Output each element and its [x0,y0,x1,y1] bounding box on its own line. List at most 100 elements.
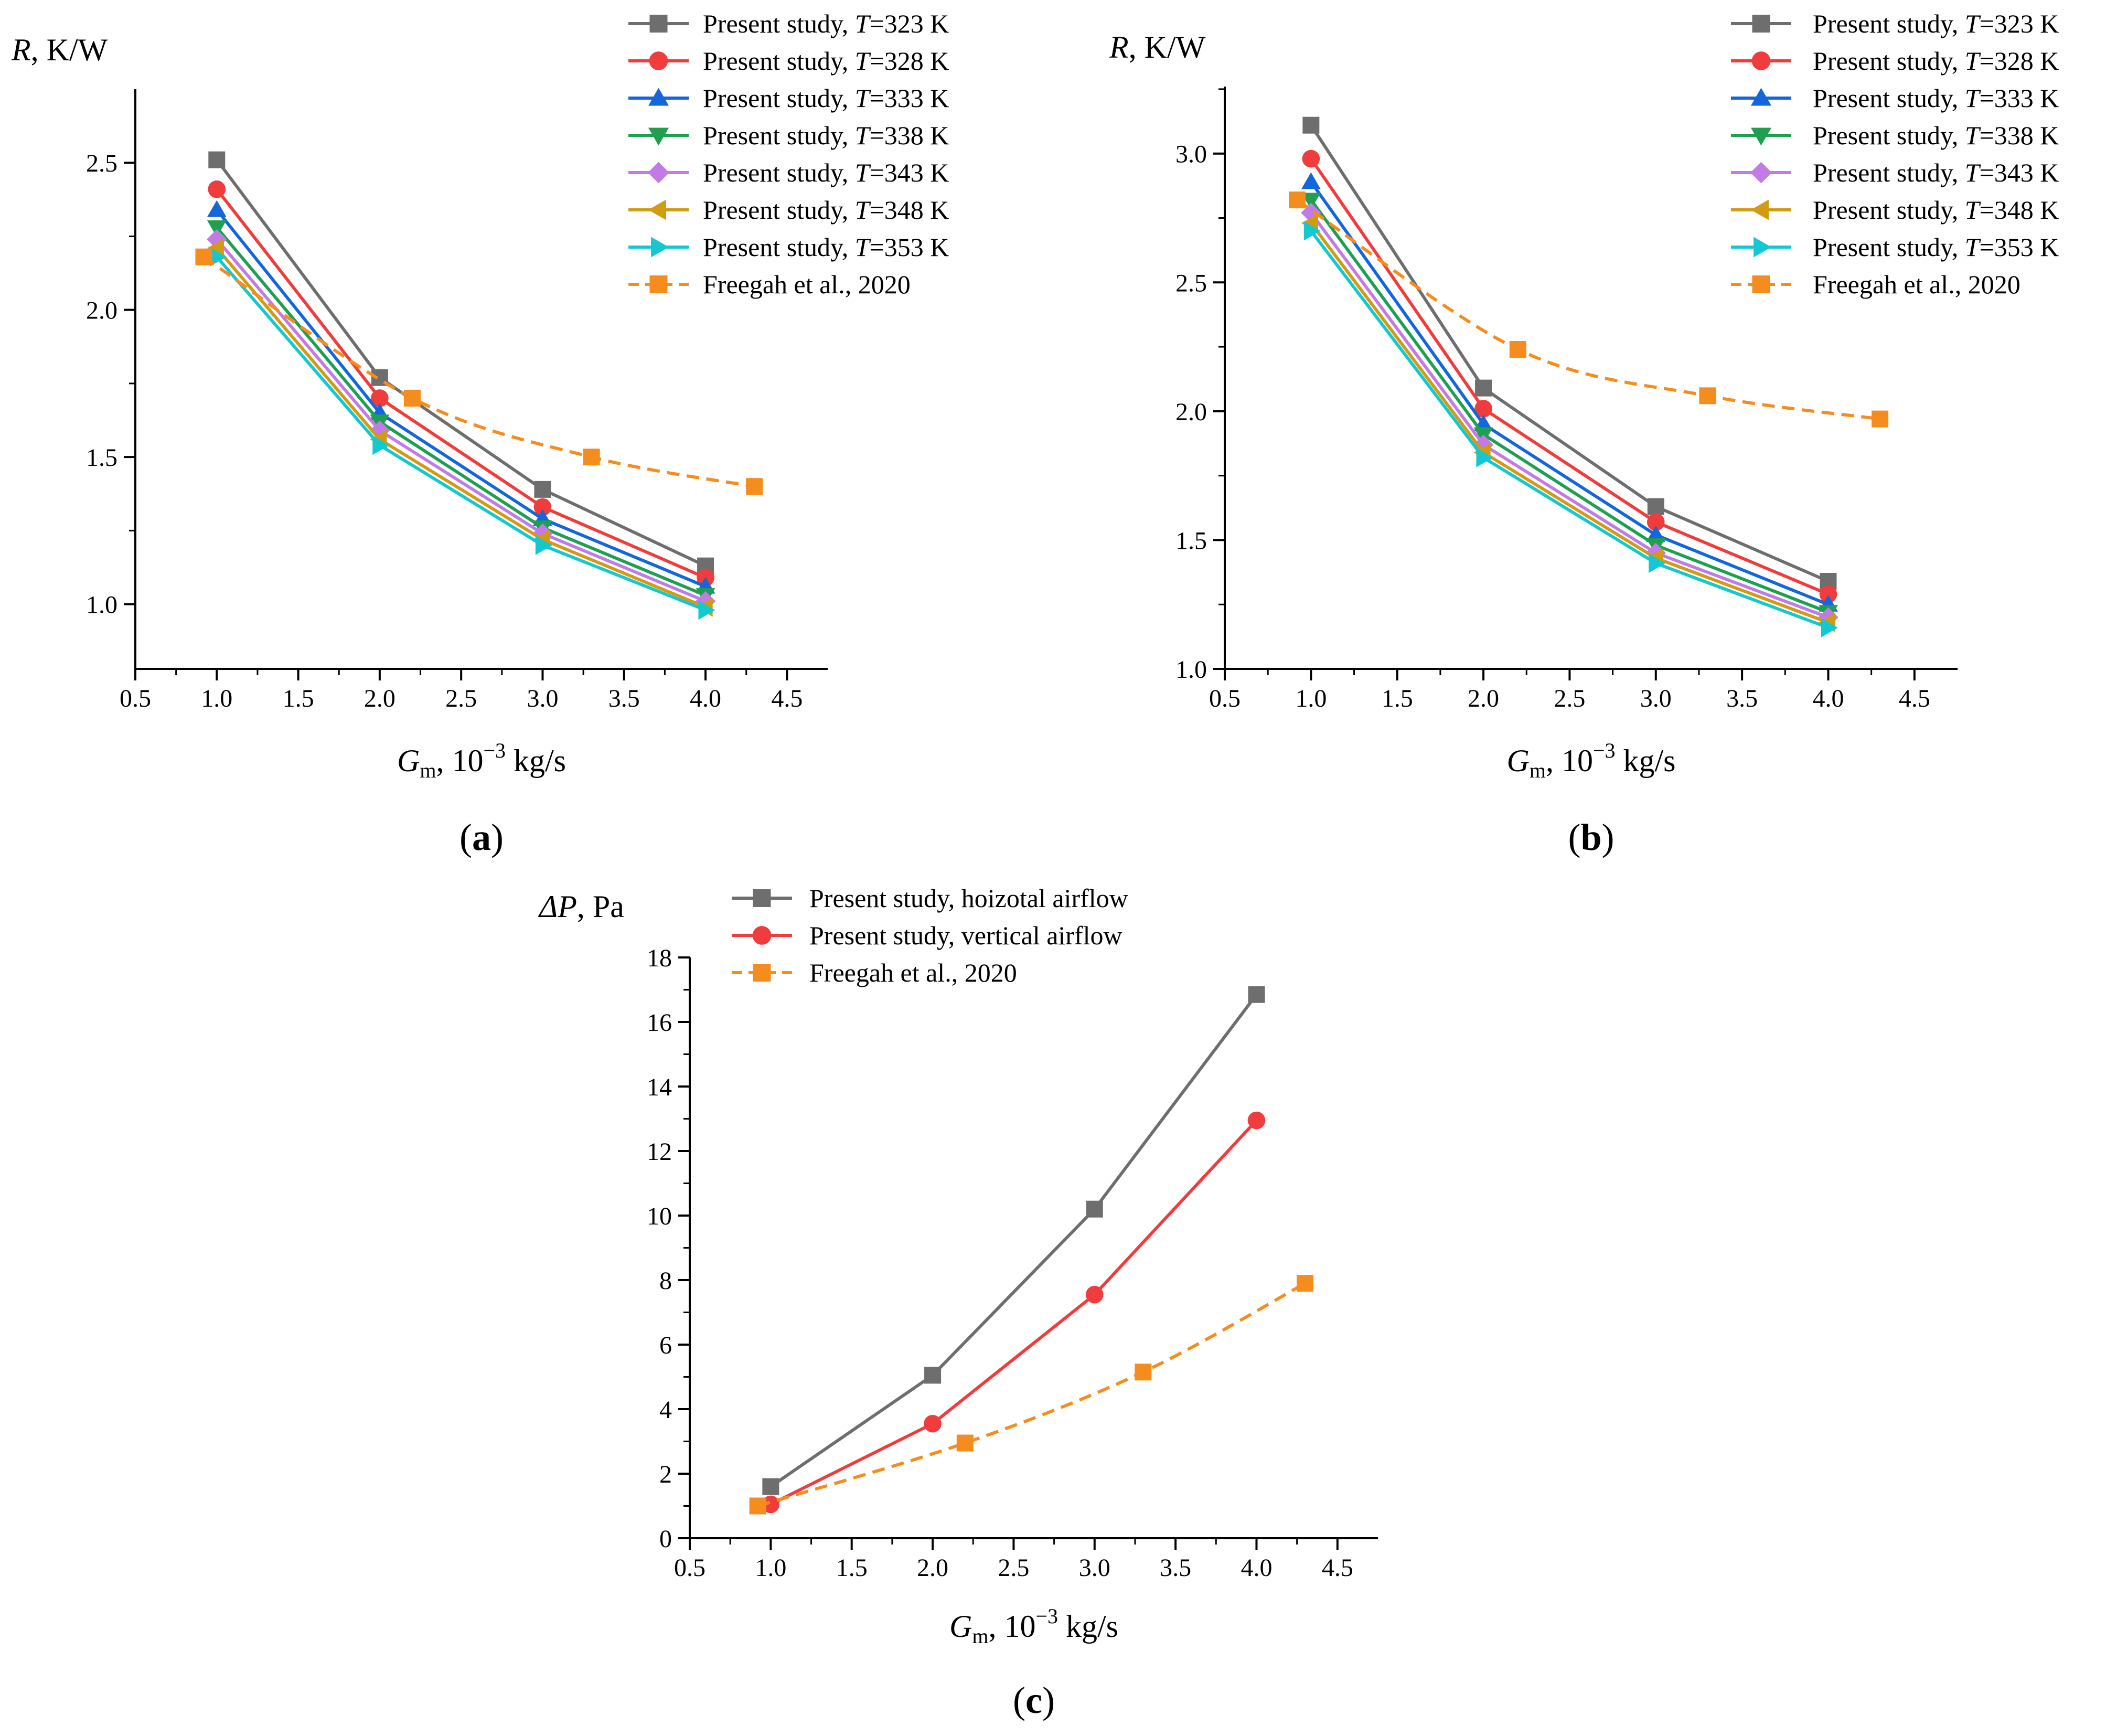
y-axis-label-var: ΔP [538,889,577,924]
x-tick-label: 2.0 [917,1554,948,1582]
data-point [371,389,389,407]
series-3 [1301,193,1838,622]
legend-label-prefix: Present study, hoizotal airflow [809,883,1128,913]
legend-label-prefix: Freegah et al., 2020 [1813,270,2021,299]
legend-label: Present study, T=323 K [703,9,949,38]
x-tick-label: 1.0 [755,1554,786,1582]
series-line [216,247,707,609]
legend-label-var: T [855,158,871,187]
data-point [762,1478,779,1495]
legend-label-var: T [1965,232,1981,262]
y-axis-label-unit: , K/W [1129,30,1206,65]
x-tick-label: 2.5 [1554,685,1585,712]
series-0 [208,151,714,574]
legend-label-prefix: Present study, [703,83,855,113]
x-axis-label-unit: , 10 [436,743,483,778]
x-tick-label: 1.5 [1382,685,1413,712]
legend-label-value: =338 K [1980,121,2059,150]
series-line [1309,222,1829,624]
panel-label-open: ( [459,816,472,858]
legend-item: Present study, T=328 K [628,46,949,76]
legend-label-value: =348 K [1980,195,2059,225]
x-tick-label: 4.0 [690,685,721,712]
data-point [1085,1285,1104,1304]
legend-item: Present study, T=328 K [1731,46,2059,76]
y-tick-label: 12 [647,1138,672,1166]
legend-item: Freegah et al., 2020 [732,958,1017,987]
legend-label: Present study, T=343 K [703,158,949,187]
legend-label: Present study, T=323 K [1813,9,2059,38]
x-axis-label-tail: kg/s [1058,1609,1118,1644]
legend-item: Present study, T=338 K [1731,121,2059,150]
series-1 [762,1111,1266,1514]
legend-label-var: T [1965,121,1981,150]
y-tick-label: 3.0 [1175,141,1207,168]
series-2 [1301,172,1838,612]
legend-label-prefix: Present study, [1813,121,1965,150]
x-tick-label: 0.5 [674,1554,705,1582]
panel-label-letter: a [472,816,491,858]
series-7 [195,248,763,495]
x-tick-label: 1.0 [1295,685,1327,712]
legend-swatch-marker [649,275,668,293]
legend-label: Present study, T=328 K [1813,46,2059,76]
legend-swatch-marker [649,15,668,33]
data-point [207,200,227,217]
series-line [1309,199,1829,614]
panel-label: (b) [1568,816,1614,858]
legend-item: Present study, T=323 K [628,9,949,38]
data-point [1646,525,1666,542]
legend-label-var: T [855,46,871,76]
x-axis-label-sub: m [972,1624,988,1648]
x-tick-label: 2.0 [1468,685,1499,712]
y-axis-label-var: R [11,33,31,67]
legend-item: Present study, T=348 K [1731,195,2059,225]
y-tick-label: 6 [659,1332,672,1359]
panel-label: (a) [459,816,504,858]
legend-item: Present study, T=353 K [1731,232,2059,262]
series-line [202,255,755,488]
legend-label: Present study, T=353 K [1813,232,2059,262]
legend-label-value: =323 K [1980,9,2059,38]
series-6 [1303,221,1838,637]
data-point [1509,340,1526,358]
y-axis-label-unit: , K/W [31,33,108,67]
series-line [215,226,707,597]
x-axis-label-unit: , 10 [988,1609,1035,1644]
legend-label-var: T [855,195,871,225]
x-axis-label: Gm, 10−3 kg/s [949,1604,1118,1648]
legend-label-prefix: Present study, [703,46,855,76]
legend-swatch-marker [1750,127,1772,146]
legend-label-var: T [1965,195,1981,225]
x-tick-label: 4.0 [1812,685,1844,712]
legend-label-var: T [1965,83,1981,113]
panel-label-close: ) [1602,816,1615,858]
legend-label-var: T [855,9,871,38]
legend-label: Present study, vertical airflow [809,921,1123,950]
legend-label: Present study, T=338 K [703,121,949,150]
y-tick-label: 0 [659,1525,672,1553]
legend-item: Present study, hoizotal airflow [732,883,1128,913]
x-tick-label: 3.5 [608,685,640,712]
legend-label-value: =323 K [870,9,949,38]
panel-label-letter: b [1580,816,1601,858]
data-point [1289,191,1306,209]
y-tick-label: 4 [659,1396,672,1424]
series-1 [208,180,714,587]
legend-label-prefix: Present study, [1813,46,1965,76]
series-line [1309,230,1829,630]
legend-swatch-marker [1750,162,1772,184]
legend-item: Present study, T=333 K [628,83,949,113]
series-line [770,1119,1258,1506]
data-point [1821,618,1838,637]
y-axis-label: ΔP, Pa [538,889,624,924]
x-tick-label: 1.5 [283,685,314,712]
data-point [1303,221,1321,241]
panel-label: (c) [1013,1679,1055,1721]
x-axis-label-sub: m [1530,759,1546,782]
legend-label-value: =333 K [1980,83,2059,113]
series-line [1309,180,1829,606]
data-point [1649,553,1666,573]
